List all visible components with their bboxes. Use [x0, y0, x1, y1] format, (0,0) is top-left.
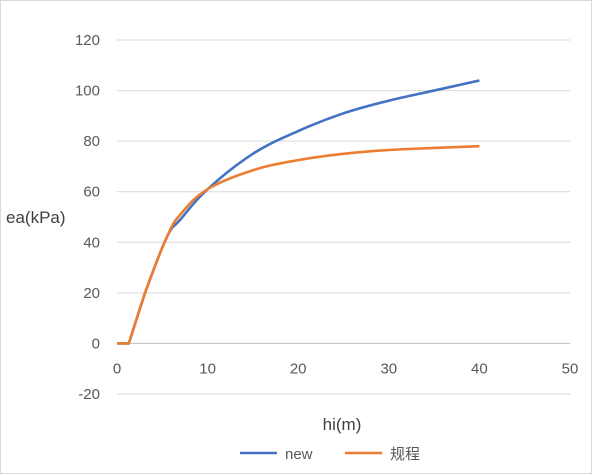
y-tick-label-6: 100 — [75, 83, 100, 100]
y-tick-label-1: 0 — [92, 335, 100, 352]
y-tick-label-0: -20 — [78, 386, 100, 403]
legend: new 规程 — [240, 446, 420, 463]
legend-label-0: new — [285, 446, 313, 463]
gridlines — [117, 39, 570, 395]
x-tick-label-2: 20 — [290, 360, 307, 377]
y-axis-tick-labels: -20 0 20 40 60 80 100 120 — [75, 32, 100, 403]
x-tick-label-0: 0 — [113, 360, 121, 377]
x-axis-title: hi(m) — [323, 415, 362, 434]
y-axis-title: ea(kPa) — [6, 208, 66, 227]
y-tick-label-7: 120 — [75, 32, 100, 49]
x-axis-tick-labels: 0 10 20 30 40 50 — [113, 360, 579, 377]
series-line-0 — [117, 79, 480, 345]
x-tick-label-4: 40 — [471, 360, 488, 377]
y-tick-label-2: 20 — [83, 285, 100, 302]
x-tick-label-1: 10 — [199, 360, 216, 377]
series-lines — [117, 79, 480, 345]
x-tick-label-3: 30 — [380, 360, 397, 377]
y-tick-label-3: 40 — [83, 234, 100, 251]
x-tick-label-5: 50 — [562, 360, 579, 377]
legend-label-1: 规程 — [390, 446, 420, 463]
y-tick-label-5: 80 — [83, 133, 100, 150]
series-line-1 — [117, 144, 480, 345]
y-tick-label-4: 60 — [83, 184, 100, 201]
